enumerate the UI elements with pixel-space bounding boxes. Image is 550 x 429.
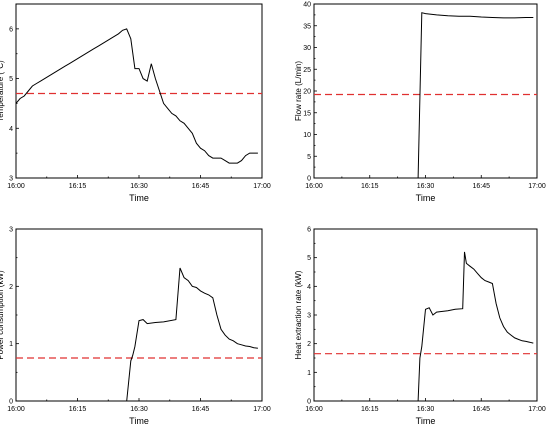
x-tick-label: 16:30 <box>130 406 148 413</box>
y-axis-label: Temperature (°C) <box>0 60 5 122</box>
y-tick-label: 0 <box>307 176 311 183</box>
y-tick-label: 2 <box>307 341 311 348</box>
y-tick-label: 40 <box>303 2 311 9</box>
plot-frame <box>15 228 263 402</box>
plot-frame <box>313 3 538 179</box>
y-tick-label: 3 <box>307 313 311 320</box>
chart-panel-heat-extraction: 16:00 16:15 16:30 16:45 17:00 0 1 2 3 4 5 6 Time Heat… <box>294 227 546 427</box>
x-tick-label: 16:30 <box>417 183 435 190</box>
y-tick-label: 2 <box>9 284 13 291</box>
y-tick-label: 25 <box>303 67 311 74</box>
chart-panel-power-consumption: 16:00 16:15 16:30 16:45 17:00 0 1 2 3 Time Power c… <box>0 227 271 427</box>
x-tick-label: 16:30 <box>417 406 435 413</box>
x-tick-label: 17:00 <box>253 183 271 190</box>
series-line <box>15 28 258 164</box>
x-axis-label: Time <box>129 193 149 203</box>
y-axis-label: Flow rate (L/min) <box>294 61 303 121</box>
y-tick-label: 1 <box>9 341 13 348</box>
x-tick-label: 17:00 <box>253 406 271 413</box>
chart-panel-temperature: 16:00 16:15 16:30 16:45 17:00 3 4 5 6 Time Tempera… <box>0 3 271 203</box>
x-tick-label: 16:45 <box>192 183 210 190</box>
x-tick-label: 16:45 <box>472 183 490 190</box>
y-tick-label: 5 <box>307 154 311 161</box>
series-line <box>126 267 258 402</box>
x-tick-label: 17:00 <box>528 406 546 413</box>
x-tick-label: 16:45 <box>192 406 210 413</box>
y-tick-label: 10 <box>303 132 311 139</box>
plot-frame <box>313 228 538 402</box>
x-tick-label: 16:00 <box>7 183 25 190</box>
x-tick-label: 16:15 <box>69 406 87 413</box>
series-line <box>417 251 534 402</box>
y-tick-label: 5 <box>307 255 311 262</box>
y-tick-label: 1 <box>307 370 311 377</box>
y-tick-label: 35 <box>303 23 311 30</box>
x-tick-label: 16:00 <box>305 183 323 190</box>
x-tick-label: 16:45 <box>472 406 490 413</box>
x-tick-label: 16:00 <box>305 406 323 413</box>
chart-panel-flow-rate: 16:00 16:15 16:30 16:45 17:00 0 5 10 15 20 25 30 35 4… <box>294 2 546 204</box>
y-tick-label: 4 <box>307 284 311 291</box>
y-tick-label: 15 <box>303 110 311 117</box>
x-axis-label: Time <box>129 416 149 426</box>
x-tick-label: 17:00 <box>528 183 546 190</box>
y-tick-label: 5 <box>9 76 13 83</box>
y-tick-label: 0 <box>307 399 311 406</box>
y-tick-label: 20 <box>303 89 311 96</box>
x-tick-label: 16:15 <box>361 183 379 190</box>
y-axis-label: Heat extraction rate (kW) <box>294 270 303 359</box>
series-line <box>417 12 534 179</box>
y-tick-label: 6 <box>307 227 311 234</box>
y-axis-label: Power consumption (kW) <box>0 270 5 360</box>
y-tick-label: 6 <box>9 26 13 33</box>
x-tick-label: 16:15 <box>69 183 87 190</box>
x-axis-label: Time <box>416 416 436 426</box>
y-tick-label: 0 <box>9 399 13 406</box>
x-tick-label: 16:00 <box>7 406 25 413</box>
x-tick-label: 16:15 <box>361 406 379 413</box>
plot-frame <box>15 3 263 179</box>
x-axis-label: Time <box>416 193 436 203</box>
y-tick-label: 3 <box>9 227 13 234</box>
y-tick-label: 4 <box>9 126 13 133</box>
x-tick-label: 16:30 <box>130 183 148 190</box>
y-tick-label: 3 <box>9 176 13 183</box>
y-tick-label: 30 <box>303 45 311 52</box>
